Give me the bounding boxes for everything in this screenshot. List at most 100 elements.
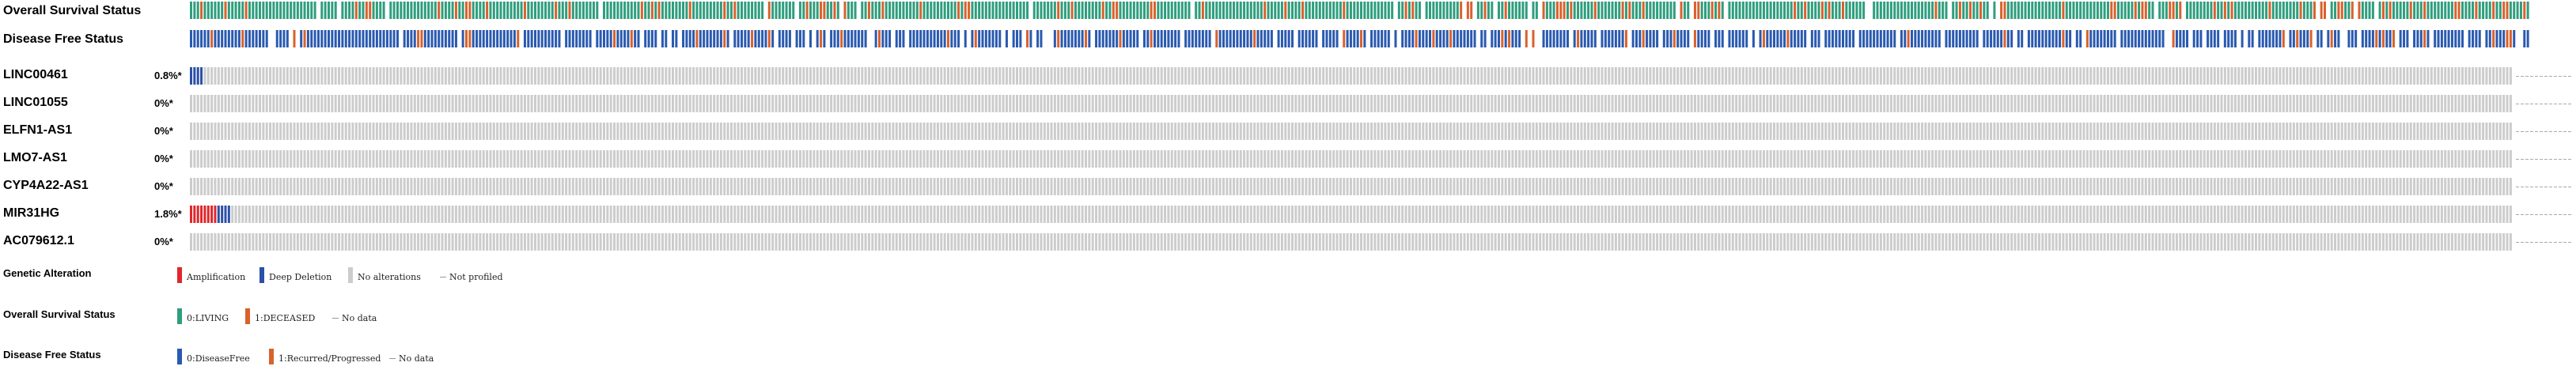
gene-cell[interactable] [1990,95,1993,112]
gene-cell[interactable] [1797,178,1800,195]
gene-cell[interactable] [375,123,378,140]
gene-cell[interactable] [1597,150,1601,168]
gene-cell[interactable] [1211,67,1214,85]
gene-cell[interactable] [682,233,685,251]
gene-cell[interactable] [919,123,922,140]
gene-cell[interactable] [826,123,829,140]
dfs-cell[interactable] [1184,30,1188,47]
os-cell[interactable] [279,2,282,19]
os-cell[interactable] [1779,2,1782,19]
gene-cell[interactable] [1425,123,1428,140]
dfs-cell[interactable] [1590,30,1593,47]
gene-cell[interactable] [1349,206,1352,223]
gene-cell[interactable] [1401,233,1404,251]
gene-cell[interactable] [1628,178,1631,195]
os-cell[interactable] [252,2,255,19]
gene-cell[interactable] [1931,178,1934,195]
gene-cell[interactable] [461,150,464,168]
gene-cell[interactable] [2041,206,2044,223]
gene-cell[interactable] [1139,95,1142,112]
os-cell[interactable] [496,2,499,19]
gene-cell[interactable] [647,123,650,140]
gene-cell[interactable] [1773,178,1775,195]
gene-cell[interactable] [1676,95,1680,112]
gene-cell[interactable] [224,95,227,112]
gene-cell[interactable] [1879,95,1882,112]
gene-cell[interactable] [1466,178,1469,195]
gene-cell[interactable] [338,178,341,195]
dfs-cell[interactable] [1917,30,1920,47]
gene-cell[interactable] [1318,67,1321,85]
gene-cell[interactable] [1263,95,1267,112]
gene-cell[interactable] [365,67,368,85]
gene-cell[interactable] [193,233,196,251]
gene-cell[interactable] [609,150,612,168]
gene-cell[interactable] [603,123,605,140]
gene-cell[interactable] [1063,178,1066,195]
dfs-cell[interactable] [2110,30,2113,47]
gene-cell[interactable] [802,178,805,195]
os-cell[interactable] [2123,2,2127,19]
gene-cell[interactable] [279,233,282,251]
gene-cell[interactable] [1731,233,1734,251]
dfs-cell[interactable] [1256,30,1260,47]
gene-cell[interactable] [1491,206,1494,223]
gene-cell[interactable] [362,67,365,85]
gene-cell[interactable] [1160,150,1163,168]
gene-cell[interactable] [919,178,922,195]
os-cell[interactable] [998,2,1002,19]
oncoprint-grid[interactable] [0,0,2576,261]
gene-cell[interactable] [998,123,1002,140]
gene-cell[interactable] [2062,67,2065,85]
gene-cell[interactable] [1095,233,1098,251]
os-cell[interactable] [1177,2,1180,19]
gene-cell[interactable] [1879,206,1882,223]
dfs-cell[interactable] [1504,30,1507,47]
gene-cell[interactable] [1986,233,1989,251]
os-cell[interactable] [1555,2,1559,19]
gene-cell[interactable] [1397,206,1400,223]
gene-cell[interactable] [2085,206,2089,223]
gene-cell[interactable] [1291,123,1294,140]
gene-cell[interactable] [1429,206,1431,223]
gene-cell[interactable] [1170,206,1173,223]
gene-cell[interactable] [1297,178,1301,195]
gene-cell[interactable] [2106,95,2109,112]
gene-cell[interactable] [568,206,571,223]
gene-cell[interactable] [1070,178,1074,195]
gene-cell[interactable] [451,178,454,195]
gene-cell[interactable] [833,206,836,223]
gene-cell[interactable] [843,233,847,251]
dfs-cell[interactable] [448,30,451,47]
gene-cell[interactable] [1274,206,1277,223]
os-cell[interactable] [782,2,785,19]
gene-cell[interactable] [2006,150,2010,168]
gene-cell[interactable] [1373,178,1377,195]
gene-cell[interactable] [1889,150,1892,168]
gene-cell[interactable] [1529,67,1532,85]
os-cell[interactable] [454,2,457,19]
os-cell[interactable] [1756,2,1759,19]
gene-cell[interactable] [551,67,554,85]
gene-cell[interactable] [1074,95,1077,112]
gene-cell[interactable] [2037,123,2040,140]
gene-cell[interactable] [971,67,974,85]
gene-cell[interactable] [1346,95,1349,112]
gene-cell[interactable] [407,123,410,140]
gene-cell[interactable] [2006,206,2010,223]
gene-cell[interactable] [1873,150,1876,168]
gene-cell[interactable] [1673,67,1676,85]
gene-cell[interactable] [682,150,685,168]
gene-cell[interactable] [354,150,358,168]
os-cell[interactable] [468,2,472,19]
gene-cell[interactable] [854,233,857,251]
gene-cell[interactable] [1370,233,1373,251]
gene-cell[interactable] [1070,123,1074,140]
gene-cell[interactable] [1741,206,1744,223]
gene-cell[interactable] [1532,95,1535,112]
gene-cell[interactable] [316,95,320,112]
gene-cell[interactable] [957,67,960,85]
gene-cell[interactable] [1731,123,1734,140]
gene-cell[interactable] [857,95,860,112]
gene-cell[interactable] [1741,178,1744,195]
